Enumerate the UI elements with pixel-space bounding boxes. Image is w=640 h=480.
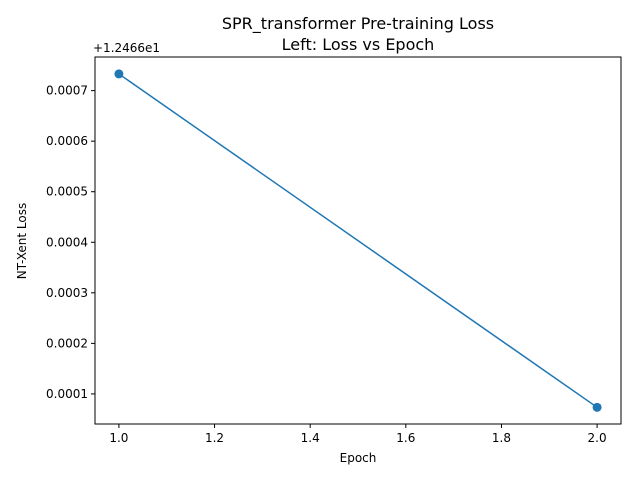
y-tick-label: 0.0003 bbox=[46, 286, 88, 300]
y-tick-label: 0.0001 bbox=[46, 387, 88, 401]
chart-title-line-1: SPR_transformer Pre-training Loss bbox=[222, 14, 494, 34]
data-point bbox=[114, 69, 124, 79]
plot-frame bbox=[94, 56, 622, 425]
y-axis-offset-label: +1.2466e1 bbox=[93, 41, 160, 55]
data-point bbox=[592, 402, 602, 412]
ticks: 1.0 1.2 1.4 1.6 1.8 2.0 0.0001 0.0002 0.0003 0.00… bbox=[46, 84, 607, 445]
x-tick-label: 1.6 bbox=[396, 431, 415, 445]
x-tick-label: 2.0 bbox=[588, 431, 607, 445]
y-tick-label: 0.0007 bbox=[46, 84, 88, 98]
x-tick-label: 1.4 bbox=[301, 431, 320, 445]
y-tick-label: 0.0006 bbox=[46, 134, 88, 148]
x-tick-label: 1.2 bbox=[205, 431, 224, 445]
x-axis-label: Epoch bbox=[340, 451, 377, 465]
loss-line bbox=[118, 73, 598, 408]
y-tick-label: 0.0002 bbox=[46, 336, 88, 350]
axes bbox=[94, 56, 622, 425]
y-tick-label: 0.0004 bbox=[46, 235, 88, 249]
chart-title-line-2: Left: Loss vs Epoch bbox=[282, 35, 435, 54]
x-tick-label: 1.0 bbox=[109, 431, 128, 445]
y-axis-label: NT-Xent Loss bbox=[15, 203, 29, 279]
series bbox=[114, 69, 602, 412]
x-tick-label: 1.8 bbox=[492, 431, 511, 445]
y-tick-label: 0.0005 bbox=[46, 185, 88, 199]
